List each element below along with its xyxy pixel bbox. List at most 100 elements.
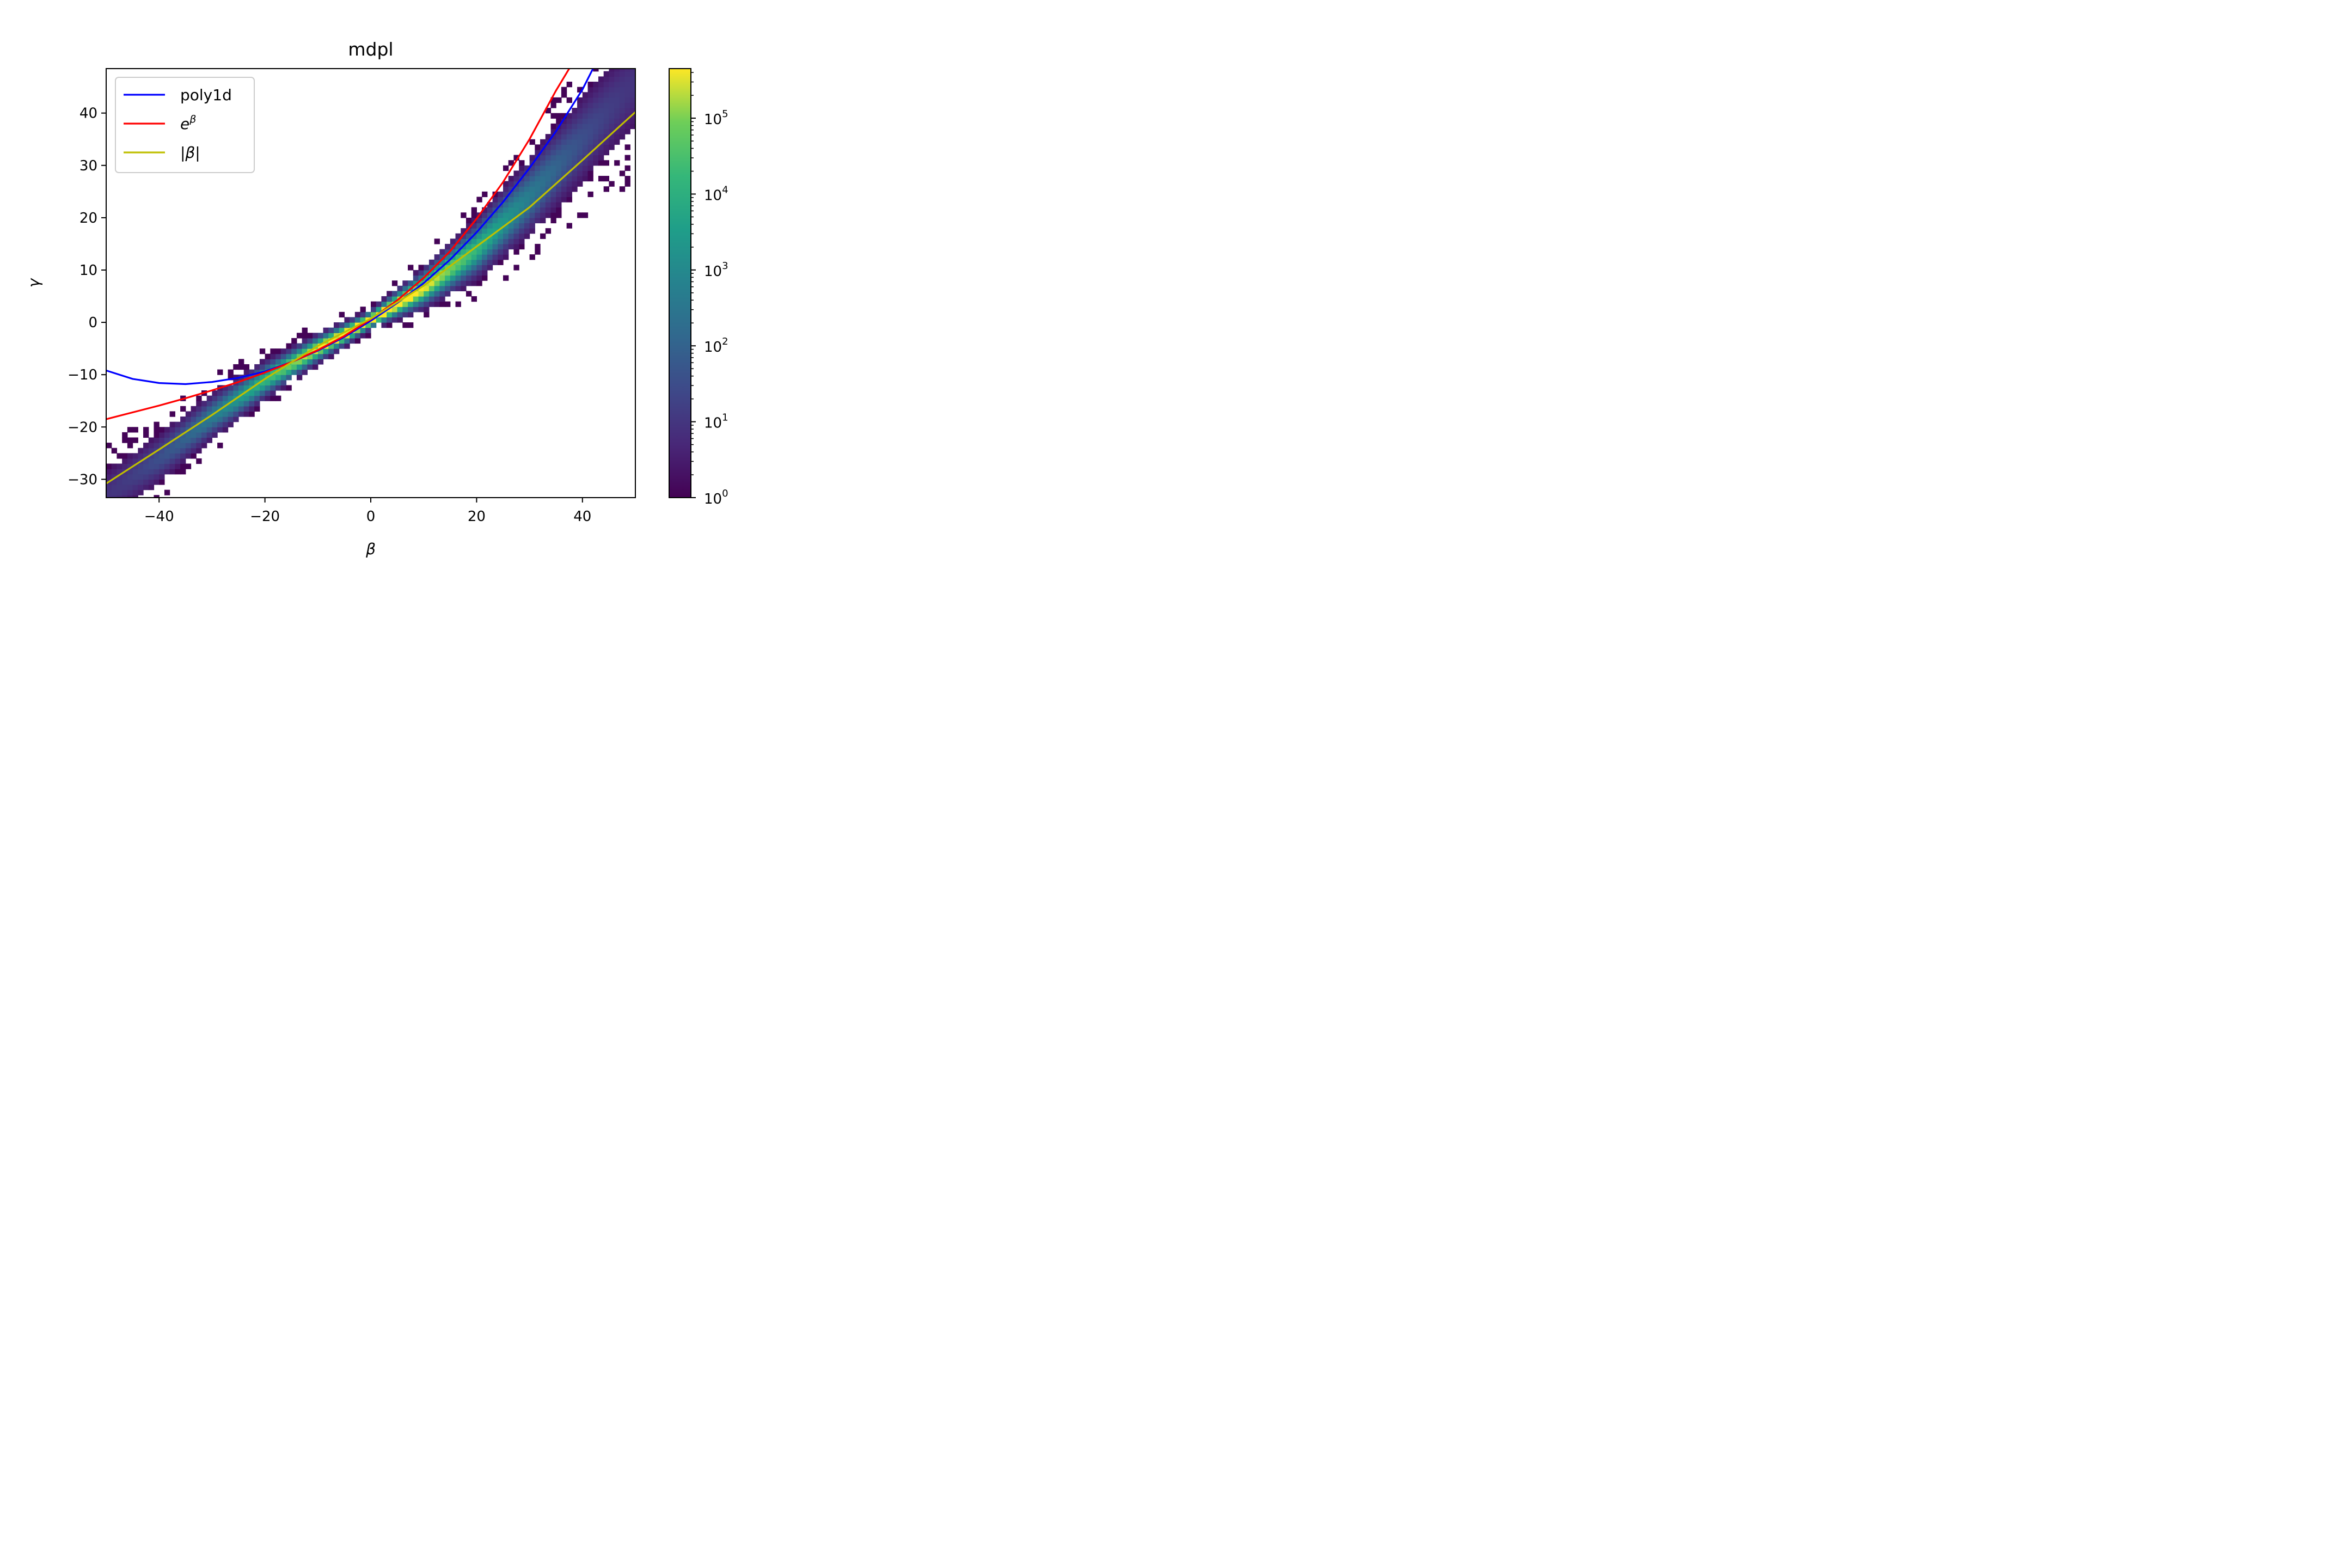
heatmap-cell: [603, 144, 609, 150]
heatmap-cell: [624, 71, 630, 77]
heatmap-cell: [354, 338, 361, 344]
heatmap-cell: [180, 437, 186, 443]
heatmap-cell: [603, 139, 609, 145]
heatmap-cell: [550, 176, 556, 182]
heatmap-cell: [238, 401, 244, 407]
heatmap-cell: [572, 181, 578, 187]
heatmap-cell: [302, 343, 308, 349]
heatmap-cell: [561, 160, 567, 166]
heatmap-cell: [471, 223, 477, 229]
heatmap-cell: [387, 317, 393, 323]
heatmap-cell: [424, 275, 430, 281]
heatmap-cell: [206, 411, 212, 417]
heatmap-cell: [387, 296, 393, 302]
heatmap-cell: [461, 275, 467, 281]
heatmap-cell: [328, 327, 334, 333]
heatmap-cell: [503, 275, 509, 281]
heatmap-cell: [476, 223, 482, 229]
heatmap-cell: [127, 479, 133, 485]
heatmap-cell: [428, 296, 435, 302]
heatmap-cell: [371, 301, 377, 307]
heatmap-cell: [106, 463, 112, 469]
heatmap-cell: [503, 186, 509, 192]
heatmap-cell: [476, 217, 482, 224]
heatmap-cell: [492, 249, 498, 255]
heatmap-cell: [439, 280, 445, 286]
heatmap-cell: [482, 249, 488, 255]
heatmap-cell: [143, 469, 149, 475]
heatmap-cell: [561, 118, 567, 124]
heatmap-cell: [428, 280, 435, 286]
heatmap-cell: [212, 406, 218, 412]
heatmap-cell: [609, 108, 615, 114]
heatmap-cell: [624, 97, 630, 103]
heatmap-cell: [498, 223, 504, 229]
heatmap-cell: [307, 359, 313, 365]
heatmap-cell: [122, 474, 128, 480]
heatmap-cell: [609, 128, 615, 134]
heatmap-cell: [529, 155, 535, 161]
heatmap-cell: [582, 102, 589, 108]
heatmap-cell: [598, 128, 604, 134]
heatmap-cell: [222, 401, 229, 407]
heatmap-cell: [302, 359, 308, 365]
heatmap-cell: [465, 259, 472, 265]
heatmap-cell: [508, 223, 514, 229]
heatmap-cell: [408, 296, 414, 302]
heatmap-cell: [503, 212, 509, 218]
heatmap-cell: [159, 443, 165, 449]
heatmap-cell: [201, 406, 207, 412]
heatmap-cell: [413, 301, 419, 307]
heatmap-cell: [577, 149, 583, 156]
heatmap-cell: [206, 401, 212, 407]
heatmap-cell: [333, 322, 340, 328]
heatmap-cell: [243, 395, 250, 401]
heatmap-cell: [587, 165, 593, 171]
heatmap-cell: [508, 186, 514, 192]
heatmap-cell: [535, 217, 541, 224]
heatmap-cell: [476, 254, 482, 260]
heatmap-cell: [492, 223, 498, 229]
heatmap-cell: [550, 123, 556, 130]
heatmap-cell: [587, 108, 593, 114]
heatmap-cell: [117, 474, 122, 480]
heatmap-cell: [535, 144, 541, 150]
heatmap-cell: [222, 385, 229, 391]
heatmap-cell: [212, 390, 218, 396]
heatmap-cell: [609, 181, 615, 187]
heatmap-cell: [540, 149, 546, 156]
heatmap-cell: [445, 243, 451, 250]
heatmap-cell: [148, 437, 155, 443]
heatmap-cell: [391, 307, 398, 313]
heatmap-cell: [513, 223, 519, 229]
heatmap-cell: [619, 108, 626, 114]
heatmap-cell: [191, 443, 197, 449]
heatmap-cell: [434, 265, 440, 271]
heatmap-cell: [614, 160, 620, 166]
heatmap-cell: [206, 395, 212, 401]
heatmap-cell: [243, 385, 250, 391]
heatmap-cell: [159, 437, 165, 443]
heatmap-cell: [455, 270, 461, 276]
heatmap-cell: [206, 416, 212, 422]
heatmap-cell: [106, 489, 112, 495]
heatmap-cell: [588, 61, 593, 66]
heatmap-cell: [122, 458, 128, 464]
heatmap-cell: [603, 97, 609, 103]
heatmap-cell: [603, 118, 609, 124]
heatmap-cell: [127, 484, 133, 491]
heatmap-cell: [270, 348, 276, 354]
heatmap-cell: [180, 432, 186, 438]
heatmap-cell: [418, 291, 424, 297]
heatmap-cell: [270, 353, 276, 359]
heatmap-cell: [561, 176, 567, 182]
heatmap-cell: [122, 484, 128, 491]
heatmap-cell: [609, 118, 615, 124]
heatmap-cell: [561, 186, 567, 192]
heatmap-cell: [434, 285, 440, 292]
heatmap-cell: [498, 238, 504, 244]
heatmap-cell: [339, 311, 345, 318]
heatmap-cell: [630, 92, 635, 98]
heatmap-cell: [381, 322, 387, 328]
heatmap-cell: [307, 333, 313, 339]
